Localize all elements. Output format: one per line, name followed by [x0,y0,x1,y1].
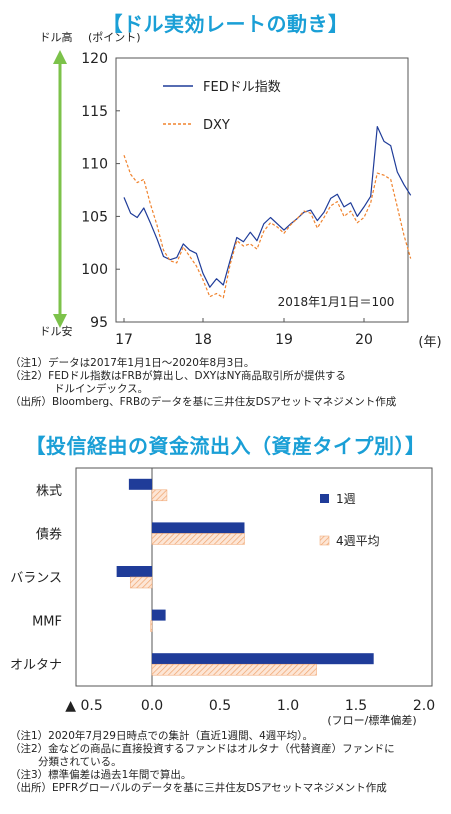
bar-4week-avg [129,576,153,589]
chart2-notes: （注1）2020年7月29日時点での集計（直近1週間、4週平均）。 （注2）金な… [10,730,395,795]
bar-1week [152,522,245,534]
x-tick-label: 20 [355,332,373,348]
x-tick-label: 2.0 [413,698,435,714]
arrow-up-head [53,50,67,64]
bar-4week-avg [151,663,317,676]
bar-4week-avg [151,533,245,545]
dollar-rate-line-chart: 95 100 105 110 115 120 17 18 19 20 (年) (ポイント) ドル高ドル安… [40,30,442,350]
legend-label-4week: 4週平均 [336,534,380,548]
chart1-note-1: （注1）データは2017年1月1日～2020年8月3日。 [10,357,255,369]
x-tick-label: 1.0 [277,698,299,714]
category-label: オルタナ [10,658,62,673]
category-label: 債券 [36,526,62,542]
plot-frame [115,57,409,323]
chart2-note-3: 分類されている。 [38,756,122,768]
y-axis-label: (ポイント) [88,31,141,44]
x-tick-label: 0.5 [209,698,231,714]
bar-1week [152,609,166,621]
category-label: 株式 [36,484,62,499]
chart2-note-1: （注1）2020年7月29日時点での集計（直近1週間、4週平均）。 [10,730,314,742]
bar-1week [116,566,152,577]
legend-label-1week: 1週 [336,492,356,506]
x-tick-label: 17 [115,332,133,348]
legend-label-dxy: DXY [203,118,230,133]
chart2-note-2: （注2）金などの商品に直接投資するファンドはオルタナ（代替資産）ファンドに [10,743,395,755]
y-tick-label: 95 [90,315,108,331]
x-tick-label: ▲ 0.5 [65,698,102,714]
category-label: MMF [32,615,62,630]
x-tick-label: 1.5 [345,698,367,714]
base-annotation: 2018年1月1日＝100 [278,295,395,309]
y-tick-label: 100 [81,262,108,278]
chart2-note-5: （出所）EPFRグローバルのデータを基に三井住友DSアセットマネジメント作成 [10,782,387,794]
y-low-label: ドル安 [40,324,73,338]
bar-1week [152,653,374,665]
y-high-label: ドル高 [40,30,73,44]
category-label: バランス [10,571,62,586]
arrow-down-head [53,314,67,328]
x-tick-label: 19 [275,332,293,348]
y-tick-label: 120 [81,51,108,67]
x-unit-label: (年) [418,335,441,350]
legend-swatch-4week [319,535,330,546]
series-line-fed [123,125,412,288]
x-axis-label: (フロー/標準偏差) [327,713,416,727]
chart1-title: 【ドル実効レートの動き】 [102,12,349,36]
bar-4week-avg [151,489,168,502]
legend-swatch-1week [320,494,329,503]
bar-1week [128,478,152,490]
y-tick-label: 110 [81,157,108,173]
chart1-note-2: （注2）FEDドル指数はFRBが算出し、DXYはNY商品取引所が提供する [10,370,346,382]
bar-plot-frame [75,467,433,687]
y-tick-label: 115 [81,104,108,120]
series-line-dxy [123,155,412,299]
x-tick-label: 0.0 [141,698,163,714]
bar-4week-avg [150,620,153,632]
y-tick-label: 105 [81,209,108,225]
chart1-notes: （注1）データは2017年1月1日～2020年8月3日。 （注2）FEDドル指数… [10,357,396,409]
chart1-note-3: ドルインデックス。 [54,383,149,395]
chart2-title: 【投信経由の資金流出入（資産タイプ別）】 [25,434,426,458]
legend-label-fed: FEDドル指数 [203,80,281,95]
x-tick-label: 18 [194,332,212,348]
chart2-note-4: （注3）標準偏差は過去1年間で算出。 [10,769,192,781]
chart1-note-4: （出所）Bloomberg、FRBのデータを基に三井住友DSアセットマネジメント… [10,396,397,408]
